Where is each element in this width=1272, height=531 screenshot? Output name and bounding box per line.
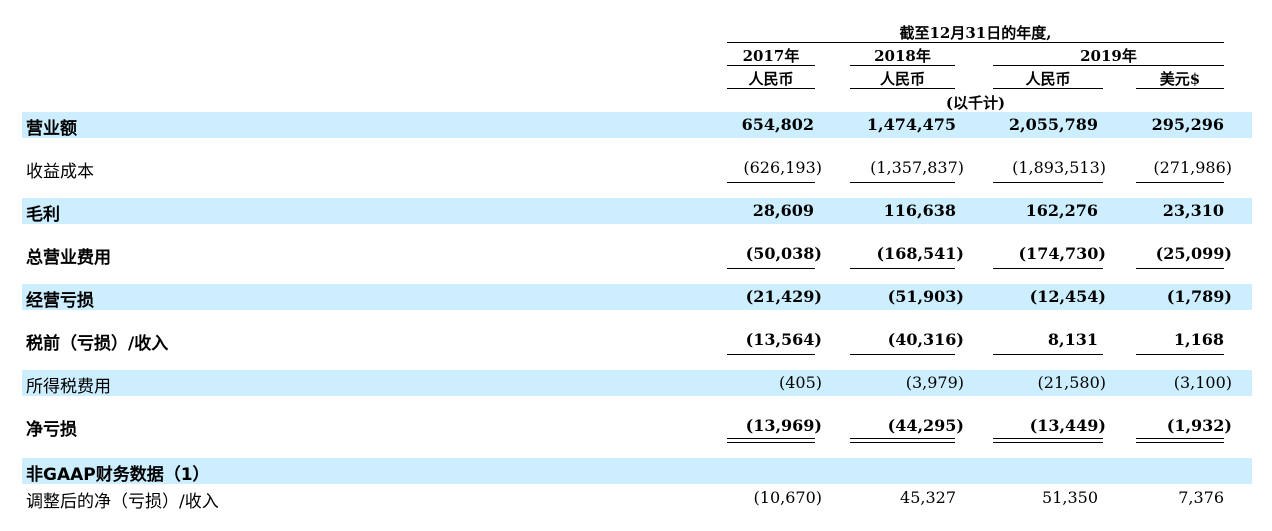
subtotal-rule-2017	[727, 354, 815, 355]
cell-2019-usd: (1,789)	[1166, 287, 1232, 306]
subtotal-rule-2019-usd	[1136, 182, 1224, 183]
row-label: 营业额	[26, 119, 77, 139]
year-rule-2018	[850, 65, 955, 66]
total-double-rule-2019-usd	[1136, 438, 1224, 443]
cell-2017: (21,429)	[745, 287, 822, 306]
cell-2017: 654,802	[741, 115, 814, 134]
currency-2017-header: 人民币	[748, 70, 794, 88]
year-rule-2019	[993, 65, 1224, 66]
row-label: 经营亏损	[26, 291, 94, 311]
cell-2017: 28,609	[752, 201, 814, 220]
cell-2017: (626,193)	[743, 158, 822, 177]
section-heading: 非GAAP财务数据（1）	[26, 465, 210, 485]
cell-2018: (44,295)	[887, 416, 964, 435]
cell-2019-usd: (271,986)	[1153, 158, 1232, 177]
cell-2019-rmb: 8,131	[1047, 330, 1098, 349]
cell-2019-usd: (1,932)	[1166, 416, 1232, 435]
year-rule-2017	[727, 65, 815, 66]
year-2018-header: 2018年	[874, 47, 931, 65]
total-double-rule-2018	[850, 438, 955, 443]
subtotal-rule-2019-rmb	[993, 268, 1103, 269]
cell-2019-usd: 295,296	[1151, 115, 1224, 134]
cell-2019-rmb: (12,454)	[1029, 287, 1106, 306]
period-header: 截至12月31日的年度,	[899, 24, 1052, 42]
table-row-total-operating-expenses: 总营业费用 (50,038) (168,541) (174,730) (25,0…	[22, 241, 1252, 268]
subtotal-rule-2019-rmb	[993, 182, 1103, 183]
cell-2017: (13,564)	[745, 330, 822, 349]
currency-rule-2018	[850, 88, 955, 89]
subtotal-rule-2018	[850, 268, 955, 269]
table-row-pretax-income: 税前（亏损）/收入 (13,564) (40,316) 8,131 1,168	[22, 327, 1252, 354]
cell-2018: 45,327	[900, 488, 956, 507]
cell-2018: (1,357,837)	[870, 158, 964, 177]
cell-2018: 1,474,475	[866, 115, 956, 134]
cell-2017: (50,038)	[745, 244, 822, 263]
cell-2017: (405)	[778, 373, 822, 392]
table-row-cost-of-revenue: 收益成本 (626,193) (1,357,837) (1,893,513) (…	[22, 155, 1252, 182]
currency-rule-2019-usd	[1136, 88, 1224, 89]
table-row-revenue: 营业额 654,802 1,474,475 2,055,789 295,296	[22, 112, 1252, 139]
total-double-rule-2017	[727, 438, 815, 443]
subtotal-rule-2017	[727, 182, 815, 183]
period-rule	[727, 42, 1224, 43]
cell-2019-usd: (25,099)	[1155, 244, 1232, 263]
cell-2019-usd: 1,168	[1173, 330, 1224, 349]
currency-2019-rmb-header: 人民币	[1025, 70, 1071, 88]
table-row-income-tax-expense: 所得税费用 (405) (3,979) (21,580) (3,100)	[22, 370, 1252, 397]
total-double-rule-2019-rmb	[993, 438, 1103, 443]
subtotal-rule-2019-usd	[1136, 354, 1224, 355]
row-label: 净亏损	[26, 420, 77, 440]
table-row-non-gaap-section: 非GAAP财务数据（1）	[22, 458, 1252, 485]
cell-2019-usd: 23,310	[1162, 201, 1224, 220]
currency-rule-2017	[727, 88, 815, 89]
year-2017-header: 2017年	[742, 47, 800, 65]
cell-2017: (13,969)	[745, 416, 822, 435]
cell-2019-usd: 7,376	[1178, 488, 1224, 507]
cell-2018: (3,979)	[905, 373, 964, 392]
row-label: 调整后的净（亏损）/收入	[26, 492, 219, 512]
subtotal-rule-2019-rmb	[993, 354, 1103, 355]
subtotal-rule-2018	[850, 354, 955, 355]
cell-2019-rmb: (1,893,513)	[1012, 158, 1106, 177]
cell-2019-rmb: 51,350	[1042, 488, 1098, 507]
cell-2019-rmb: (21,580)	[1037, 373, 1106, 392]
currency-rule-2019-rmb	[993, 88, 1103, 89]
year-2019-header: 2019年	[1080, 47, 1137, 65]
cell-2018: (168,541)	[876, 244, 964, 263]
cell-2019-rmb: 162,276	[1025, 201, 1098, 220]
cell-2018: (40,316)	[887, 330, 964, 349]
currency-2019-usd-header: 美元$	[1159, 70, 1201, 88]
cell-2019-usd: (3,100)	[1173, 373, 1232, 392]
row-label: 收益成本	[26, 162, 94, 182]
cell-2019-rmb: (13,449)	[1029, 416, 1106, 435]
subtotal-rule-2018	[850, 182, 955, 183]
cell-2019-rmb: (174,730)	[1018, 244, 1106, 263]
row-label: 所得税费用	[26, 377, 111, 397]
subtotal-rule-2017	[727, 268, 815, 269]
unit-header: (以千计)	[945, 94, 1006, 112]
currency-2018-header: 人民币	[879, 70, 925, 88]
row-label: 总营业费用	[26, 248, 111, 268]
table-row-net-loss: 净亏损 (13,969) (44,295) (13,449) (1,932)	[22, 413, 1252, 440]
table-row-gross-profit: 毛利 28,609 116,638 162,276 23,310	[22, 198, 1252, 225]
cell-2017: (10,670)	[753, 488, 822, 507]
cell-2019-rmb: 2,055,789	[1008, 115, 1098, 134]
table-row-adjusted-net-income: 调整后的净（亏损）/收入 (10,670) 45,327 51,350 7,37…	[22, 485, 1252, 512]
subtotal-rule-2019-usd	[1136, 268, 1224, 269]
cell-2018: (51,903)	[887, 287, 964, 306]
cell-2018: 116,638	[883, 201, 956, 220]
row-label: 毛利	[26, 205, 60, 225]
row-label: 税前（亏损）/收入	[26, 334, 169, 354]
table-row-operating-loss: 经营亏损 (21,429) (51,903) (12,454) (1,789)	[22, 284, 1252, 311]
